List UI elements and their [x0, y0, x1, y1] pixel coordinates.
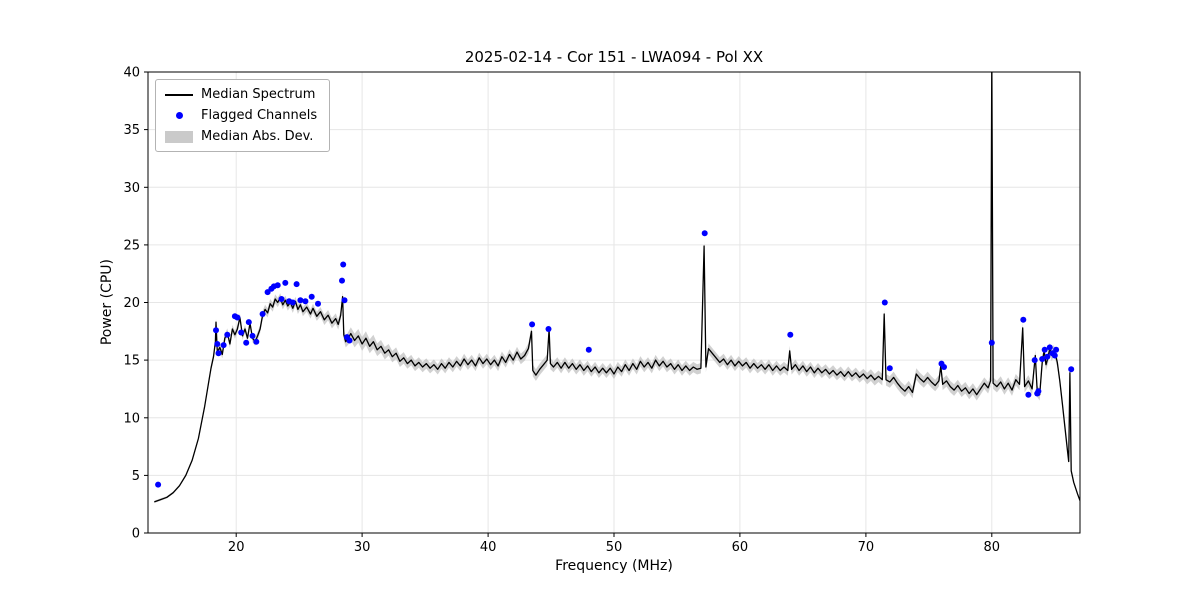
flagged-channel-dot	[886, 365, 893, 372]
flagged-channel-dot	[988, 339, 995, 346]
flagged-channel-dot	[339, 277, 345, 284]
flagged-channel-dot	[881, 299, 888, 306]
flagged-channel-dot	[1025, 391, 1032, 398]
flagged-channel-dot	[346, 337, 353, 344]
svg-text:30: 30	[354, 540, 371, 555]
svg-text:5: 5	[132, 469, 140, 484]
flagged-channel-dot	[278, 296, 285, 302]
flagged-channel-dot	[238, 329, 245, 336]
svg-text:70: 70	[858, 540, 875, 555]
flagged-channel-dot	[220, 342, 227, 349]
svg-text:80: 80	[984, 540, 1001, 555]
x-axis-label: Frequency (MHz)	[555, 558, 673, 574]
svg-text:50: 50	[606, 540, 623, 555]
flagged-channel-dot	[545, 326, 552, 332]
flagged-channel-dot	[215, 350, 222, 357]
legend-label: Median Spectrum	[201, 87, 316, 102]
y-axis-label: Power (CPU)	[99, 259, 115, 346]
flagged-channel-dot	[1053, 346, 1060, 353]
flagged-channel-dot	[302, 298, 309, 305]
flagged-channel-dot	[213, 327, 219, 334]
flagged-channel-dot	[787, 331, 794, 338]
median-spectrum-line-swatch-icon	[165, 88, 193, 102]
flagged-channel-dot	[1068, 366, 1075, 373]
legend: Median Spectrum Flagged Channels Median …	[155, 79, 331, 152]
svg-text:0: 0	[132, 527, 140, 542]
svg-text:40: 40	[123, 66, 140, 81]
flagged-channel-dot	[155, 481, 162, 488]
flagged-channel-dot	[249, 332, 256, 339]
flagged-channel-dot	[340, 261, 347, 268]
flagged-channel-dot	[253, 338, 260, 345]
flagged-channel-dot	[1044, 353, 1051, 360]
flagged-channel-dot	[1041, 346, 1048, 353]
flagged-channel-dot	[1035, 388, 1042, 395]
legend-item-median-spectrum: Median Spectrum	[165, 87, 317, 102]
legend-item-mad: Median Abs. Dev.	[165, 129, 317, 144]
flagged-channel-dot	[297, 297, 304, 304]
flagged-channel-dot	[308, 293, 315, 300]
svg-text:20: 20	[228, 540, 245, 555]
flagged-channel-dot	[245, 319, 252, 326]
flagged-channel-dot	[243, 339, 250, 346]
flagged-channel-dot	[701, 230, 708, 237]
flagged-channel-dot	[315, 300, 321, 307]
median-spectrum-line	[154, 72, 1080, 503]
flagged-channel-dot	[259, 311, 266, 317]
svg-text:60: 60	[732, 540, 749, 555]
flagged-channel-dot	[1039, 356, 1046, 362]
flagged-channel-dot	[585, 346, 592, 353]
flagged-channel-dot	[224, 331, 231, 338]
flagged-channel-dot	[234, 314, 241, 321]
flagged-channel-dot	[274, 282, 281, 289]
flagged-channel-dot	[214, 341, 221, 347]
legend-label: Flagged Channels	[201, 108, 318, 123]
y-axis-ticks: 0 5 10 15 20 25 30 35 40	[123, 66, 148, 542]
plot-title: 2025-02-14 - Cor 151 - LWA094 - Pol XX	[464, 48, 764, 66]
flagged-channel-dot-swatch-icon	[165, 109, 193, 123]
flagged-channel-dot	[1051, 352, 1058, 359]
svg-text:10: 10	[123, 411, 140, 426]
svg-text:35: 35	[123, 123, 140, 138]
svg-text:40: 40	[480, 540, 497, 555]
flagged-channel-dot	[529, 321, 536, 328]
legend-item-flagged-channels: Flagged Channels	[165, 108, 317, 123]
svg-text:15: 15	[123, 354, 140, 369]
svg-text:20: 20	[123, 296, 140, 311]
svg-text:25: 25	[123, 238, 140, 253]
flagged-channel-dot	[282, 279, 289, 286]
flagged-channel-dot	[293, 281, 300, 288]
flagged-channel-dot	[1020, 316, 1027, 323]
flagged-channel-dot	[1046, 344, 1053, 351]
flagged-channel-dot	[941, 364, 947, 370]
flagged-channel-dot	[341, 297, 348, 304]
flagged-channel-dot	[289, 299, 296, 306]
x-axis-ticks: 20 30 40 50 60 70 80	[228, 533, 1000, 555]
legend-label: Median Abs. Dev.	[201, 129, 314, 144]
mad-band-swatch-icon	[165, 130, 193, 144]
flagged-channel-dot	[1031, 357, 1038, 364]
svg-text:30: 30	[123, 181, 140, 196]
flagged-channels	[155, 230, 1075, 488]
